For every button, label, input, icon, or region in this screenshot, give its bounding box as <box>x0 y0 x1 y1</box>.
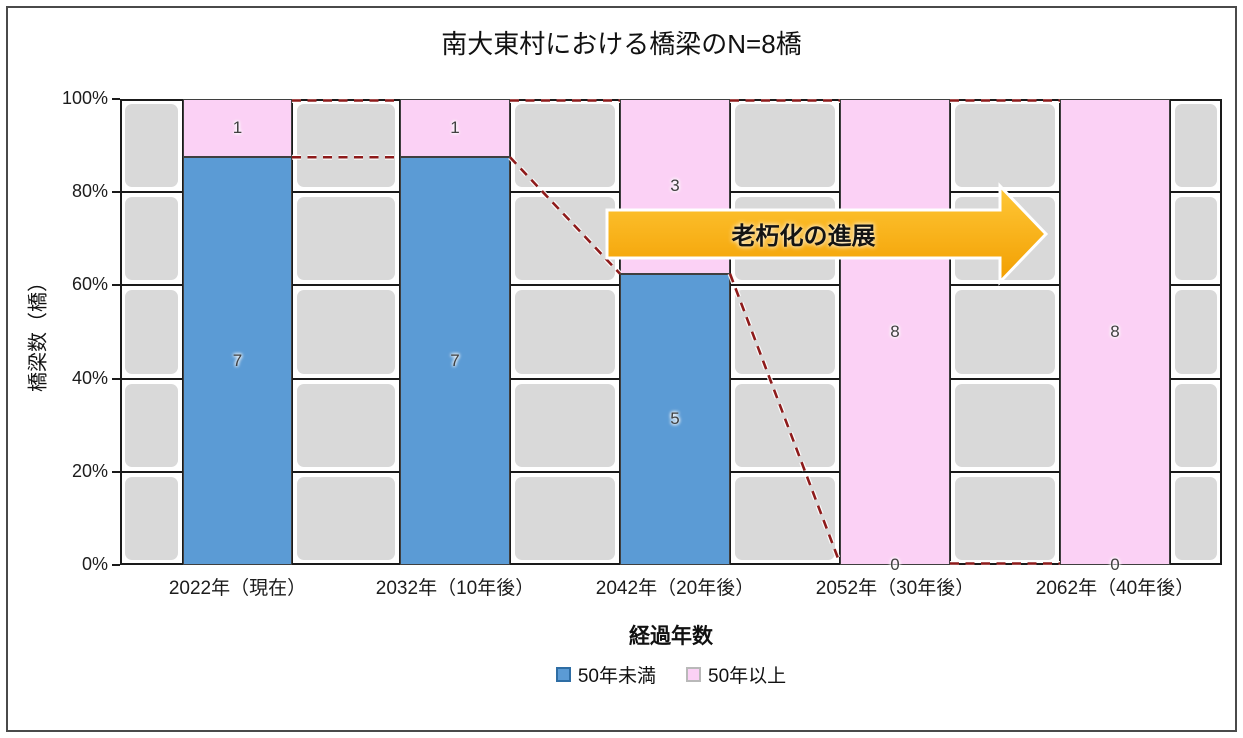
bar-value-label: 1 <box>232 118 243 138</box>
aging-boundary-dashed-lines <box>292 99 1060 565</box>
x-axis-title: 経過年数 <box>629 625 713 648</box>
bg-tile <box>515 383 615 467</box>
bg-tile <box>125 476 178 560</box>
y-tick-mark <box>112 284 120 287</box>
aging-arrow <box>605 182 1049 286</box>
chart-border <box>6 6 1237 732</box>
dashed-line-segment <box>509 156 621 275</box>
y-tick-mark <box>112 564 120 566</box>
bg-tile <box>1175 104 1217 188</box>
x-tick-label: 2032年（10年後） <box>375 578 535 599</box>
bar-value-label: 0 <box>890 555 900 574</box>
bar-value-label: 7 <box>232 351 243 371</box>
bar-segment-over50 <box>400 99 510 158</box>
gridline-vertical <box>1169 99 1171 565</box>
bg-tile <box>297 476 395 560</box>
bg-tile <box>515 290 615 374</box>
bg-tile <box>125 104 178 188</box>
y-tick-mark <box>112 470 120 473</box>
plot-area: 老朽化の進展 1 7 1 7 3 5 8 0 8 0 <box>120 99 1222 574</box>
bar-segment-under50 <box>620 273 730 565</box>
bar-value-label: 8 <box>1110 322 1120 341</box>
aging-arrow-label: 老朽化の進展 <box>731 222 876 250</box>
y-tick-label: 0% <box>81 554 108 574</box>
y-tick-mark <box>112 191 120 194</box>
legend-item-under-50: 50年未満 <box>555 661 656 688</box>
bg-tile <box>1175 476 1217 560</box>
legend: 50年未満 50年以上 <box>120 661 1222 688</box>
series-lines-and-arrow <box>292 99 1060 565</box>
x-tick-label: 2042年（20年後） <box>595 578 755 599</box>
bg-tile <box>515 197 615 281</box>
bar-value-label: 1 <box>450 118 460 138</box>
y-tick-label: 40% <box>71 367 108 388</box>
bg-tile <box>515 104 615 188</box>
legend-item-over-50: 50年以上 <box>686 661 786 688</box>
gridline-vertical <box>729 99 731 565</box>
y-tick-label: 60% <box>71 274 108 295</box>
bg-tile <box>297 104 395 188</box>
bar-value-label: 0 <box>1110 555 1120 574</box>
y-tick-label: 20% <box>71 460 108 481</box>
gridline-vertical <box>120 99 122 565</box>
bg-tile <box>125 290 178 374</box>
bg-tile <box>1175 197 1217 281</box>
x-tick-label: 2062年（40年後） <box>1035 578 1195 599</box>
bg-tile <box>955 104 1055 188</box>
y-tick-mark <box>112 98 120 100</box>
chart-title: 南大東村における橋梁のN=8橋 <box>441 29 802 59</box>
legend-swatch-under-50 <box>555 667 571 682</box>
bar-value-label: 8 <box>890 322 900 341</box>
bg-tile <box>735 476 835 560</box>
bg-tile <box>125 197 178 281</box>
bg-tile <box>297 197 395 281</box>
bar-segment-over50 <box>840 99 950 565</box>
bg-tile <box>735 104 835 188</box>
bg-tile <box>1175 383 1217 467</box>
dashed-line-segment <box>728 273 842 564</box>
bar-value-label: 7 <box>450 351 460 371</box>
y-tick-label: 100% <box>61 88 108 108</box>
x-tick-label: 2022年（現在） <box>168 578 307 599</box>
legend-label-under-50: 50年未満 <box>577 666 656 687</box>
legend-swatch-over-50 <box>686 667 701 682</box>
bg-tile <box>1175 290 1217 374</box>
bg-tile <box>515 476 615 560</box>
bg-tile <box>955 290 1055 374</box>
bg-tile <box>955 476 1055 560</box>
bar-value-label: 5 <box>670 409 680 429</box>
bg-tile <box>125 383 178 467</box>
legend-label-over-50: 50年以上 <box>708 666 787 687</box>
bg-tile <box>297 290 395 374</box>
bg-tile <box>297 383 395 467</box>
gridline-vertical <box>949 99 951 565</box>
gridline-vertical <box>291 99 293 565</box>
bg-tile <box>955 383 1055 467</box>
bar-segment-under50 <box>400 157 510 565</box>
gridline-vertical <box>509 99 511 565</box>
bar-segment-under50 <box>183 157 292 565</box>
y-tick-label: 80% <box>71 181 108 202</box>
gridline-vertical <box>1220 99 1222 565</box>
y-tick-mark <box>112 377 120 380</box>
bar-value-label: 3 <box>670 176 680 196</box>
x-tick-label: 2052年（30年後） <box>815 578 975 599</box>
bar-segment-over50 <box>183 99 292 158</box>
bar-segment-over50 <box>1060 99 1170 565</box>
